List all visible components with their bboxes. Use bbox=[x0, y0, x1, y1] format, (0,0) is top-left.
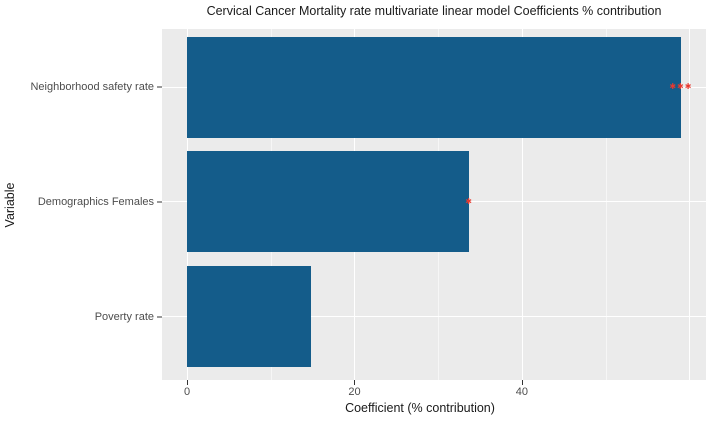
plot-panel: ✱✱✱ ✱ bbox=[162, 29, 706, 380]
y-tick-mark bbox=[157, 316, 162, 317]
y-tick-mark bbox=[157, 201, 162, 203]
gridline-major-vertical bbox=[689, 29, 691, 380]
gridline-minor-vertical bbox=[605, 29, 607, 380]
x-tick-mark bbox=[187, 380, 189, 385]
significance-marker: ✱✱✱ bbox=[669, 82, 693, 91]
bar-1 bbox=[187, 36, 681, 138]
x-tick-label: 40 bbox=[515, 386, 528, 398]
y-tick-label: Demographics Females bbox=[37, 195, 154, 208]
y-tick-label: Poverty rate bbox=[94, 310, 154, 323]
y-tick-mark bbox=[157, 86, 162, 88]
x-axis-title: Coefficient (% contribution) bbox=[345, 401, 495, 415]
x-tick-mark bbox=[354, 380, 356, 385]
x-tick-label: 0 bbox=[184, 386, 191, 398]
bar-3 bbox=[187, 266, 311, 367]
x-tick-label: 20 bbox=[348, 386, 361, 398]
significance-marker: ✱ bbox=[465, 196, 473, 206]
bar-2 bbox=[187, 151, 470, 253]
gridline-horizontal bbox=[162, 316, 706, 317]
x-tick-mark bbox=[521, 380, 523, 385]
y-axis-title: Variable bbox=[3, 182, 17, 228]
chart-title: Cervical Cancer Mortality rate multivari… bbox=[206, 4, 662, 18]
gridline-major-vertical bbox=[521, 29, 523, 380]
y-tick-label: Neighborhood safety rate bbox=[30, 81, 154, 93]
